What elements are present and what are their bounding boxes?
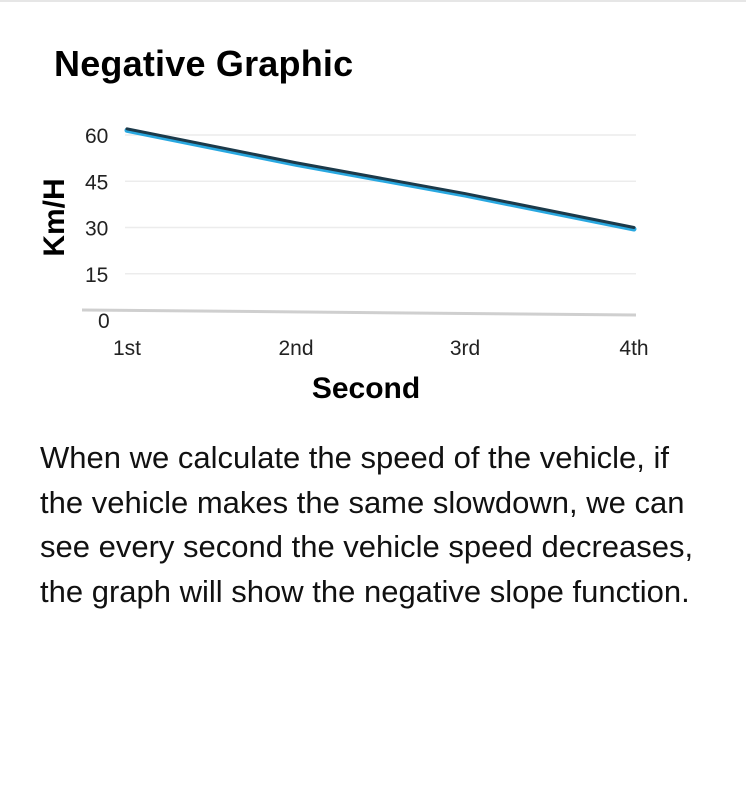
- y-tick-label: 60: [85, 125, 108, 148]
- x-tick-label: 2nd: [278, 337, 313, 360]
- y-axis-title: Km/H: [38, 178, 71, 256]
- chart-canvas: 0 15 30 45 60 1st 2nd 3rd 4th Second Km/H: [38, 125, 649, 405]
- card-description: When we calculate the speed of the vehic…: [40, 440, 694, 609]
- series-line: [125, 127, 636, 229]
- x-tick-label: 1st: [113, 337, 141, 360]
- y-axis-ticks: 0 15 30 45 60: [85, 125, 110, 333]
- x-tick-label: 3rd: [450, 337, 480, 360]
- x-tick-label: 4th: [619, 337, 648, 360]
- x-axis-ticks: 1st 2nd 3rd 4th: [113, 337, 649, 360]
- grid-lines: [81, 134, 637, 317]
- y-tick-label: 30: [85, 218, 108, 241]
- top-divider: [0, 0, 746, 2]
- y-tick-label: 15: [85, 264, 108, 287]
- y-tick-label: 45: [85, 171, 108, 194]
- speed-chart: 0 15 30 45 60 1st 2nd 3rd 4th Second Km/H: [0, 100, 746, 420]
- x-axis-title: Second: [312, 372, 420, 405]
- card-title: Negative Graphic: [54, 43, 354, 84]
- y-tick-label: 0: [98, 310, 110, 333]
- series-lines: [124, 127, 637, 232]
- x-axis-baseline: [81, 308, 637, 317]
